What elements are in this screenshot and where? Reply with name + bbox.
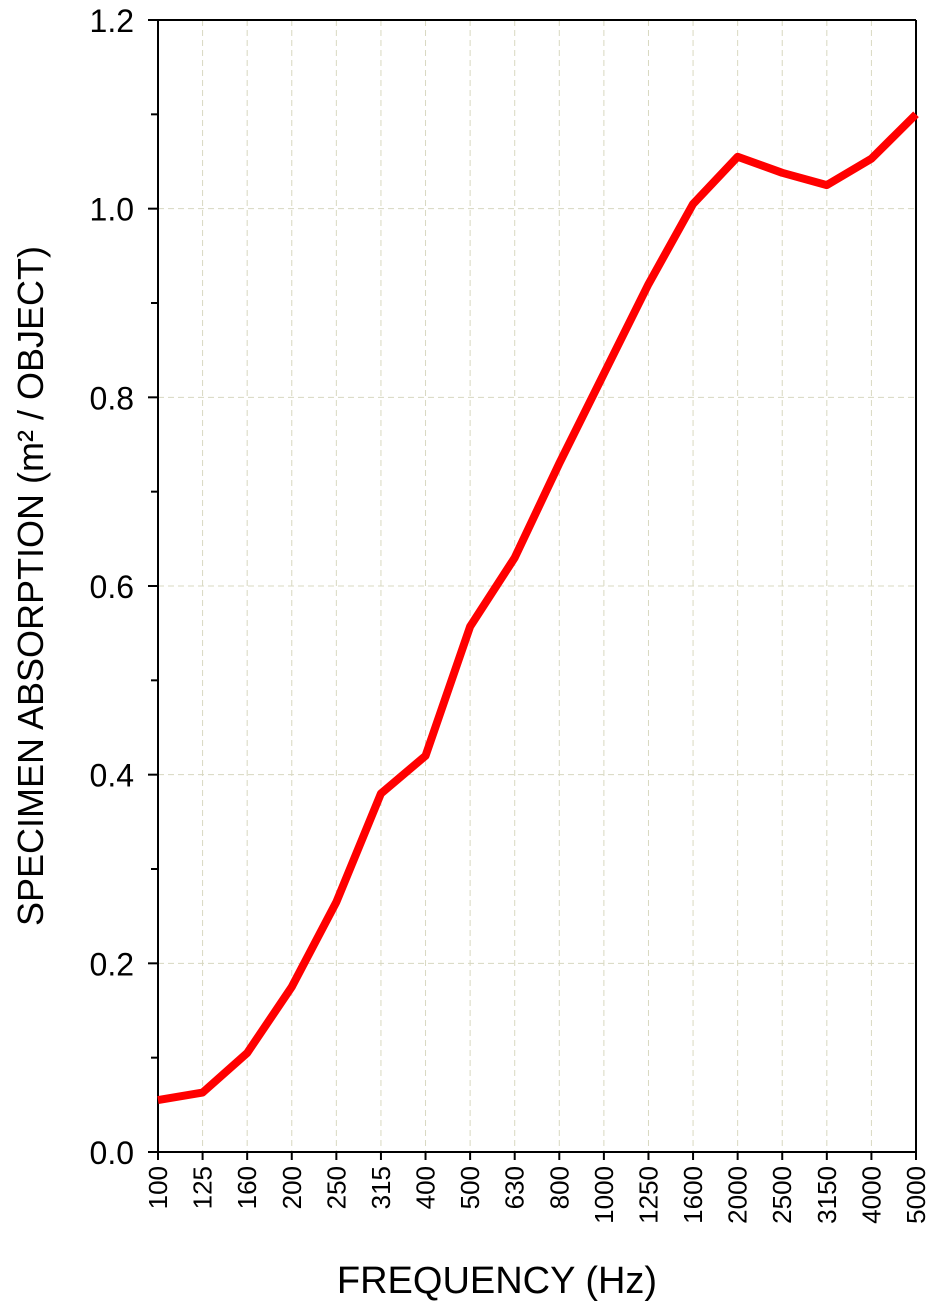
- x-tick-label: 630: [500, 1166, 530, 1209]
- y-tick-label: 0.2: [90, 946, 134, 982]
- x-tick-label: 800: [544, 1166, 574, 1209]
- x-tick-label: 2500: [767, 1166, 797, 1224]
- y-tick-label: 1.0: [90, 192, 134, 228]
- x-tick-label: 5000: [901, 1166, 930, 1224]
- y-ticks: 0.0 0.2 0.4 0.6 0.8 1.0 1.2: [90, 3, 158, 1171]
- y-tick-label: 1.2: [90, 3, 134, 39]
- series-group: [157, 111, 919, 1105]
- x-tick-label: 1000: [589, 1166, 619, 1224]
- x-tick-label: 160: [232, 1166, 262, 1209]
- x-ticks: 100 125 160 200 250 315 400 500 630 800 1000 1250 16…: [143, 1152, 930, 1224]
- x-tick-label: 400: [411, 1166, 441, 1209]
- series-line: [157, 111, 919, 1105]
- x-tick-label: 1600: [678, 1166, 708, 1224]
- x-tick-label: 125: [188, 1166, 218, 1209]
- x-tick-label: 250: [321, 1166, 351, 1209]
- y-tick-label: 0.4: [90, 758, 134, 794]
- x-tick-label: 100: [143, 1166, 173, 1209]
- grid: [158, 19, 917, 1152]
- y-tick-label: 0.0: [90, 1135, 134, 1171]
- x-tick-label: 500: [455, 1166, 485, 1209]
- x-tick-label: 200: [277, 1166, 307, 1209]
- x-tick-label: 4000: [856, 1166, 886, 1224]
- x-axis-label: FREQUENCY (Hz): [337, 1260, 657, 1302]
- y-tick-label: 0.8: [90, 380, 134, 416]
- x-tick-label: 3150: [812, 1166, 842, 1224]
- x-tick-label: 1250: [633, 1166, 663, 1224]
- x-tick-label: 315: [366, 1166, 396, 1209]
- y-axis-label: SPECIMEN ABSORPTION (m² / OBJECT): [10, 246, 51, 926]
- x-tick-label: 2000: [723, 1166, 753, 1224]
- y-tick-label: 0.6: [90, 569, 134, 605]
